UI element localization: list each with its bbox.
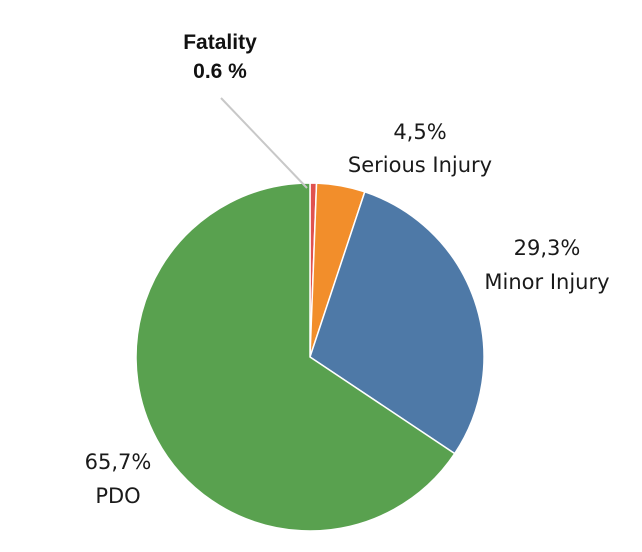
pdo-value-label: 65,7% (85, 450, 152, 474)
pie-slices (135, 182, 485, 532)
minor-injury-value-label: 29,3% (514, 236, 581, 260)
minor-injury-name-label: Minor Injury (484, 270, 609, 294)
serious-injury-name-label: Serious Injury (348, 153, 492, 177)
pie-slice-pdo (135, 182, 456, 532)
fatality-leader-line (220, 97, 308, 189)
serious-injury-value-label: 4,5% (393, 120, 446, 144)
pdo-name-label: PDO (95, 484, 140, 508)
fatality-value-label: 0.6 % (193, 60, 247, 83)
pie-slice-minor-injury (309, 190, 485, 455)
fatality-name-label: Fatality (183, 31, 257, 54)
